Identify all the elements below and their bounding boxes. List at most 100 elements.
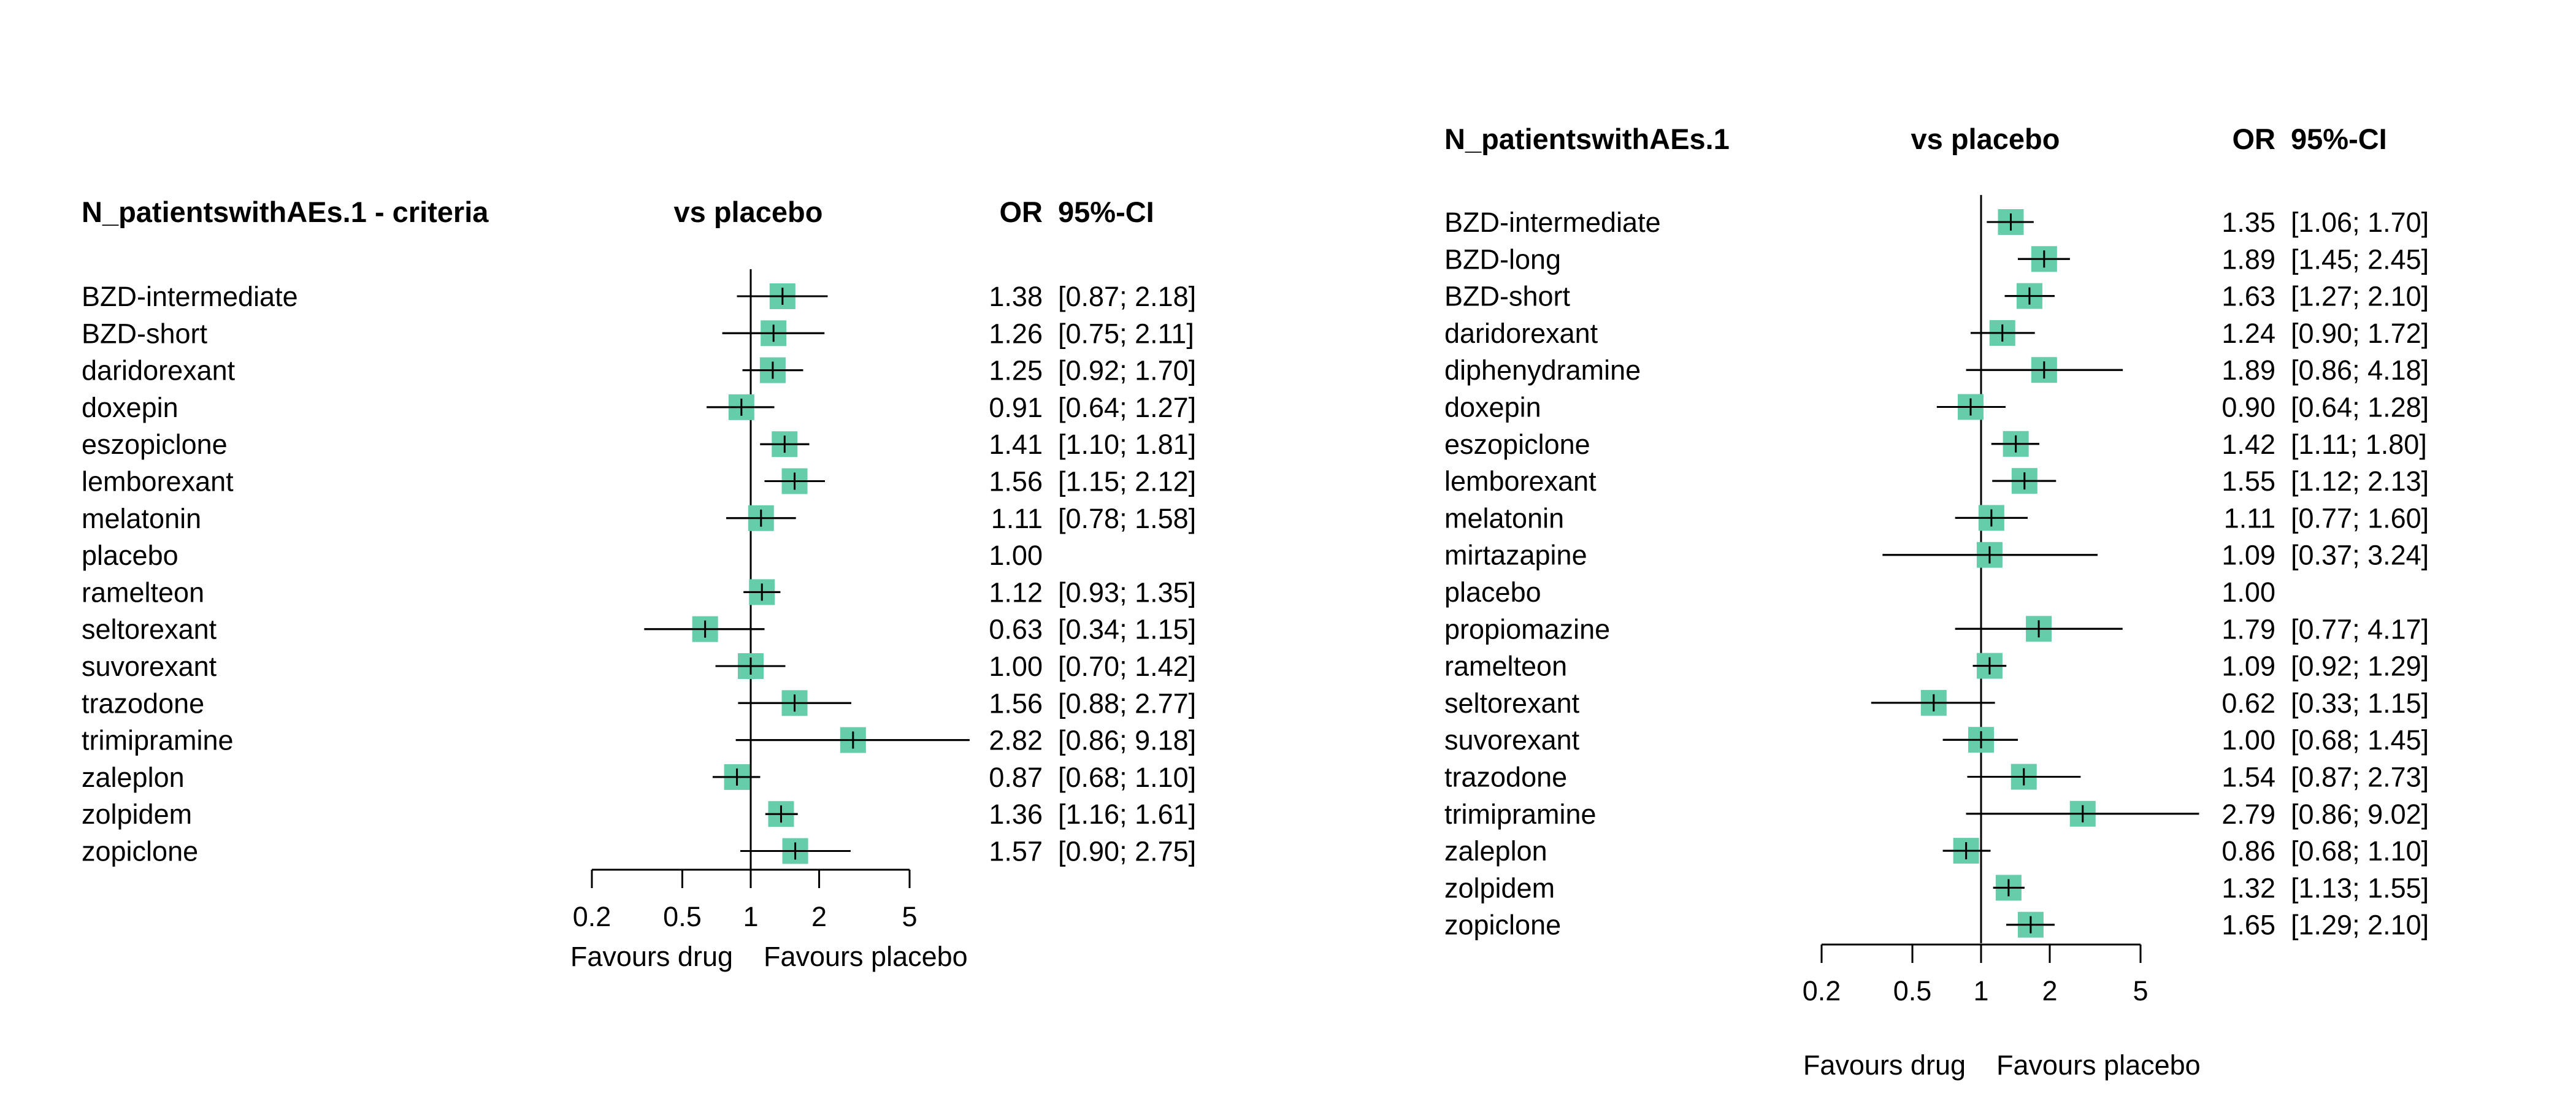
- odds-ratio-value: 1.36: [989, 799, 1043, 830]
- confidence-interval-text: [1.27; 2.10]: [2291, 281, 2429, 312]
- odds-ratio-value: 0.87: [989, 762, 1043, 793]
- x-tick-label: 0.2: [1803, 975, 1841, 1006]
- confidence-interval-text: [0.78; 1.58]: [1058, 503, 1196, 534]
- row-label: BZD-intermediate: [82, 281, 298, 312]
- odds-ratio-value: 1.12: [989, 577, 1043, 608]
- row-label: suvorexant: [1444, 724, 1580, 756]
- confidence-interval-text: [1.45; 2.45]: [2291, 243, 2429, 275]
- confidence-interval-text: [0.90; 1.72]: [2291, 318, 2429, 349]
- confidence-interval-text: [0.86; 4.18]: [2291, 355, 2429, 386]
- odds-ratio-value: 1.89: [2221, 243, 2275, 275]
- confidence-interval-text: [0.77; 4.17]: [2291, 613, 2429, 645]
- confidence-interval-text: [0.86; 9.18]: [1058, 725, 1196, 756]
- x-tick-label: 2: [2042, 975, 2057, 1006]
- confidence-interval-text: [0.93; 1.35]: [1058, 577, 1196, 608]
- row-label: BZD-short: [82, 318, 208, 349]
- x-tick-label: 1: [1973, 975, 1988, 1006]
- favours-drug-label: Favours drug: [570, 941, 733, 972]
- row-label: BZD-long: [1444, 243, 1561, 275]
- odds-ratio-value: 0.90: [2221, 392, 2275, 423]
- confidence-interval-text: [0.70; 1.42]: [1058, 651, 1196, 682]
- row-label: trimipramine: [82, 725, 234, 756]
- row-label: zaleplon: [1444, 835, 1547, 867]
- confidence-interval-text: [0.37; 3.24]: [2291, 540, 2429, 571]
- odds-ratio-value: 1.09: [2221, 540, 2275, 571]
- header-comparison: vs placebo: [674, 196, 823, 228]
- row-label: trazodone: [82, 688, 204, 719]
- row-label: melatonin: [1444, 502, 1564, 534]
- confidence-interval-text: [0.86; 9.02]: [2291, 799, 2429, 830]
- x-tick-label: 0.5: [663, 901, 702, 932]
- odds-ratio-value: 1.24: [2221, 318, 2275, 349]
- row-label: eszopiclone: [1444, 429, 1590, 460]
- header-estimate: OR: [1000, 196, 1043, 228]
- odds-ratio-value: 1.09: [2221, 651, 2275, 682]
- row-label: ramelteon: [82, 577, 204, 608]
- header-estimate: OR: [2233, 123, 2276, 155]
- confidence-interval-text: [0.92; 1.29]: [2291, 651, 2429, 682]
- odds-ratio-value: 0.91: [989, 392, 1043, 423]
- row-label: doxepin: [1444, 392, 1541, 423]
- odds-ratio-value: 1.38: [989, 281, 1043, 312]
- row-label: zaleplon: [82, 762, 185, 793]
- odds-ratio-value: 1.00: [2221, 724, 2275, 756]
- odds-ratio-value: 1.57: [989, 836, 1043, 867]
- confidence-interval-text: [0.68; 1.10]: [1058, 762, 1196, 793]
- odds-ratio-value: 1.35: [2221, 207, 2275, 238]
- row-label: trazodone: [1444, 762, 1567, 793]
- confidence-interval-text: [0.87; 2.73]: [2291, 762, 2429, 793]
- odds-ratio-value: 2.82: [989, 725, 1043, 756]
- row-label: propiomazine: [1444, 613, 1610, 645]
- favours-placebo-label: Favours placebo: [1996, 1049, 2201, 1081]
- row-label: zolpidem: [82, 799, 192, 830]
- confidence-interval-text: [1.13; 1.55]: [2291, 872, 2429, 903]
- confidence-interval-text: [0.92; 1.70]: [1058, 355, 1196, 386]
- confidence-interval-text: [0.64; 1.28]: [2291, 392, 2429, 423]
- confidence-interval-text: [1.11; 1.80]: [2291, 429, 2427, 460]
- odds-ratio-value: 1.00: [989, 540, 1043, 571]
- row-label: lemborexant: [82, 466, 234, 497]
- odds-ratio-value: 0.63: [989, 614, 1043, 645]
- forest-plot-2: N_patientswithAEs.1 vs placebo OR 95%-CI BZD…: [1444, 123, 2429, 1081]
- odds-ratio-value: 1.26: [989, 318, 1043, 349]
- confidence-interval-text: [0.90; 2.75]: [1058, 836, 1196, 867]
- odds-ratio-value: 1.56: [989, 466, 1043, 497]
- odds-ratio-value: 1.55: [2221, 466, 2275, 497]
- x-tick-label: 0.5: [1893, 975, 1932, 1006]
- odds-ratio-value: 1.65: [2221, 910, 2275, 941]
- header-label: N_patientswithAEs.1: [1444, 123, 1730, 155]
- confidence-interval-text: [0.68; 1.10]: [2291, 835, 2429, 867]
- confidence-interval-text: [0.87; 2.18]: [1058, 281, 1196, 312]
- favours-placebo-label: Favours placebo: [764, 941, 968, 972]
- row-label: daridorexant: [82, 355, 236, 386]
- confidence-interval-text: [1.12; 2.13]: [2291, 466, 2429, 497]
- row-label: zolpidem: [1444, 872, 1555, 903]
- odds-ratio-value: 1.00: [989, 651, 1043, 682]
- confidence-interval-text: [1.06; 1.70]: [2291, 207, 2429, 238]
- odds-ratio-value: 1.54: [2221, 762, 2275, 793]
- odds-ratio-value: 1.11: [2224, 502, 2275, 534]
- confidence-interval-text: [0.33; 1.15]: [2291, 688, 2429, 719]
- confidence-interval-text: [0.75; 2.11]: [1058, 318, 1194, 349]
- row-label: zopiclone: [82, 836, 198, 867]
- confidence-interval-text: [1.10; 1.81]: [1058, 429, 1196, 460]
- confidence-interval-text: [0.34; 1.15]: [1058, 614, 1196, 645]
- row-label: suvorexant: [82, 651, 217, 682]
- row-label: placebo: [82, 540, 178, 571]
- x-tick-label: 1: [743, 901, 758, 932]
- row-label: ramelteon: [1444, 651, 1567, 682]
- odds-ratio-value: 1.42: [2221, 429, 2275, 460]
- row-label: daridorexant: [1444, 318, 1598, 349]
- odds-ratio-value: 1.63: [2221, 281, 2275, 312]
- header-ci: 95%-CI: [2291, 123, 2387, 155]
- row-label: eszopiclone: [82, 429, 228, 460]
- confidence-interval-text: [0.88; 2.77]: [1058, 688, 1196, 719]
- odds-ratio-value: 1.11: [991, 503, 1043, 534]
- odds-ratio-value: 1.25: [989, 355, 1043, 386]
- row-label: zopiclone: [1444, 910, 1561, 941]
- row-label: diphenydramine: [1444, 355, 1641, 386]
- row-label: BZD-intermediate: [1444, 207, 1661, 238]
- x-tick-label: 5: [902, 901, 917, 932]
- row-label: trimipramine: [1444, 799, 1597, 830]
